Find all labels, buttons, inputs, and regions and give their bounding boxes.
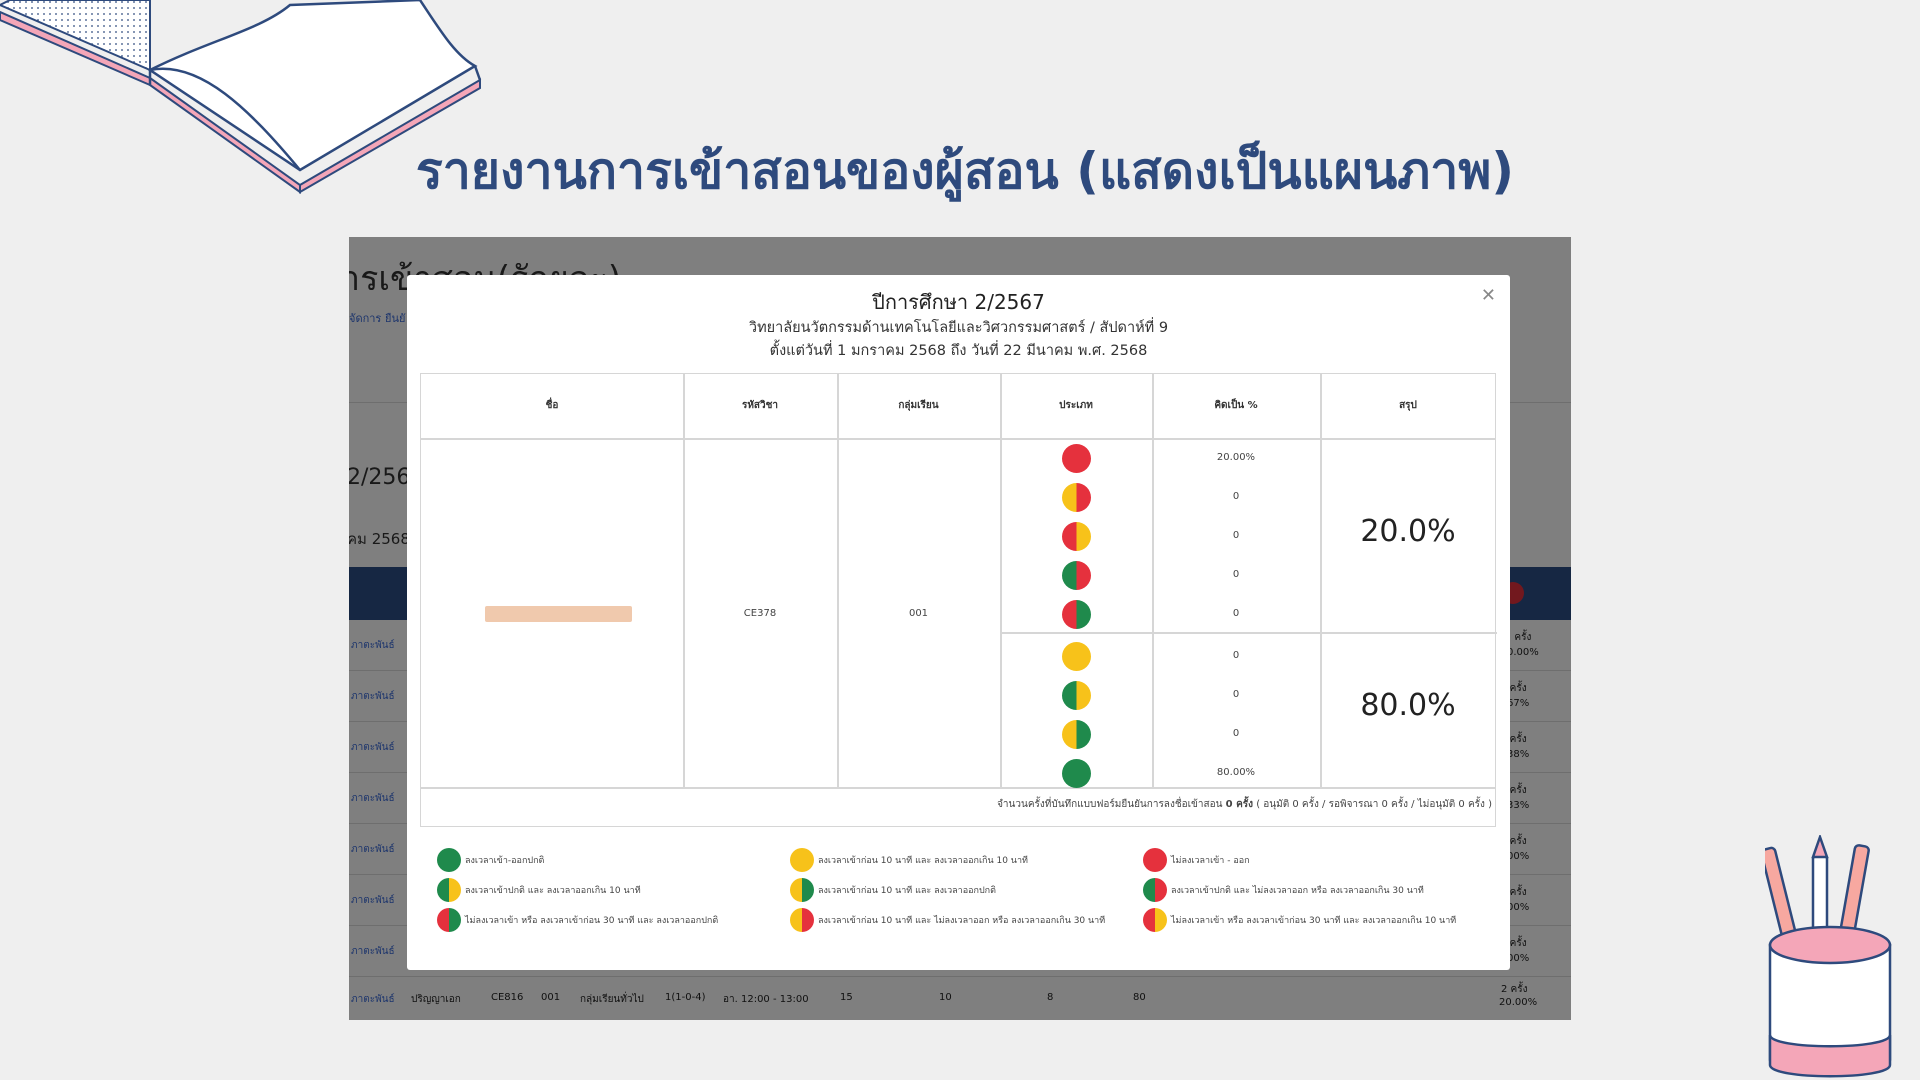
group-cell: 001 <box>908 608 929 619</box>
legend-green-green-icon <box>437 848 461 872</box>
divider <box>1152 374 1154 787</box>
legend-item: ลงเวลาเข้าก่อน 10 นาที และ ลงเวลาออกปกติ <box>790 877 996 903</box>
legend-label: ลงเวลาเข้าปกติ และ ไม่ลงเวลาออก หรือ ลงเ… <box>1171 886 1424 896</box>
attendance-chart-modal: ✕ ปีการศึกษา 2/2567 วิทยาลัยนวัตกรรมด้าน… <box>407 275 1510 970</box>
note-count: 0 ครั้ง <box>1225 799 1254 810</box>
legend-item: ลงเวลาเข้าปกติ และ ลงเวลาออกเกิน 10 นาที <box>437 877 641 903</box>
legend-label: ลงเวลาเข้าปกติ และ ลงเวลาออกเกิน 10 นาที <box>465 886 641 896</box>
attendance-type-red-green-icon <box>1062 600 1091 629</box>
legend-label: ไม่ลงเวลาเข้า หรือ ลงเวลาเข้าก่อน 30 นาท… <box>1171 916 1457 926</box>
attendance-type-yellow-red-icon <box>1062 483 1091 512</box>
divider <box>1000 374 1002 787</box>
legend-item: ลงเวลาเข้าก่อน 10 นาที และ ไม่ลงเวลาออก … <box>790 907 1105 933</box>
legend-yellow-red-icon <box>790 908 814 932</box>
divider <box>1320 374 1322 787</box>
legend-red-red-icon <box>1143 848 1167 872</box>
column-header-course-code: รหัสวิชา <box>741 400 779 411</box>
note-prefix: จำนวนครั้งที่บันทึกแบบฟอร์มยืนยันการลงชื… <box>997 799 1223 810</box>
type-percent: 0 <box>1232 650 1240 661</box>
divider <box>1000 632 1497 634</box>
summary-top-value: 20.0% <box>1360 514 1456 549</box>
type-percent: 80.00% <box>1216 767 1256 778</box>
type-percent: 0 <box>1232 728 1240 739</box>
type-percent: 20.00% <box>1216 452 1256 463</box>
column-header-summary: สรุป <box>1399 400 1417 411</box>
attendance-type-red-red-icon <box>1062 444 1091 473</box>
legend-label: ลงเวลาเข้าก่อน 10 นาที และ ไม่ลงเวลาออก … <box>818 916 1106 926</box>
attendance-type-red-yellow-icon <box>1062 522 1091 551</box>
column-header-group: กลุ่มเรียน <box>898 400 939 411</box>
type-percent: 0 <box>1232 689 1240 700</box>
attendance-type-yellow-green-icon <box>1062 720 1091 749</box>
type-percent: 0 <box>1232 491 1240 502</box>
column-header-type: ประเภท <box>1059 400 1093 411</box>
attendance-type-green-red-icon <box>1062 561 1091 590</box>
attendance-type-green-green-icon <box>1062 759 1091 788</box>
confirmation-form-note: จำนวนครั้งที่บันทึกแบบฟอร์มยืนยันการลงชื… <box>997 797 1492 812</box>
divider <box>421 787 1495 789</box>
legend-red-green-icon <box>437 908 461 932</box>
divider <box>421 438 1495 440</box>
pencil-cup-illustration <box>1765 835 1892 1078</box>
type-percent: 0 <box>1232 530 1240 541</box>
attendance-table: ชื่อ รหัสวิชา กลุ่มเรียน ประเภท คิดเป็น … <box>420 373 1497 827</box>
divider <box>683 374 685 787</box>
legend-label: ไม่ลงเวลาเข้า - ออก <box>1171 856 1250 866</box>
legend-yellow-yellow-icon <box>790 848 814 872</box>
legend-item: ไม่ลงเวลาเข้า หรือ ลงเวลาเข้าก่อน 30 นาท… <box>1143 907 1456 933</box>
legend-green-red-icon <box>1143 878 1167 902</box>
legend-yellow-green-icon <box>790 878 814 902</box>
slide-title: รายงานการเข้าสอนของผู้สอน (แสดงเป็นแผนภา… <box>415 142 1515 200</box>
legend-item: ลงเวลาเข้า-ออกปกติ <box>437 847 544 873</box>
legend-label: ลงเวลาเข้าก่อน 10 นาที และ ลงเวลาออกเกิน… <box>818 856 1028 866</box>
modal-title: ปีการศึกษา 2/2567 <box>872 290 1045 314</box>
column-header-name: ชื่อ <box>545 400 559 411</box>
legend-label: ไม่ลงเวลาเข้า หรือ ลงเวลาเข้าก่อน 30 นาท… <box>465 916 719 926</box>
modal-subtitle: วิทยาลัยนวัตกรรมด้านเทคโนโลยีและวิศวกรรม… <box>748 320 1169 336</box>
redacted-name-image <box>485 606 632 622</box>
legend-item: ลงเวลาเข้าก่อน 10 นาที และ ลงเวลาออกเกิน… <box>790 847 1028 873</box>
note-suffix: ( อนุมัติ 0 ครั้ง / รอพิจารณา 0 ครั้ง / … <box>1256 799 1492 810</box>
attendance-type-green-yellow-icon <box>1062 681 1091 710</box>
course-code-cell: CE378 <box>743 608 777 619</box>
legend-green-yellow-icon <box>437 878 461 902</box>
type-percent: 0 <box>1232 569 1240 580</box>
legend-item: ไม่ลงเวลาเข้า หรือ ลงเวลาเข้าก่อน 30 นาท… <box>437 907 718 933</box>
legend-label: ลงเวลาเข้า-ออกปกติ <box>465 856 545 866</box>
attendance-type-yellow-yellow-icon <box>1062 642 1091 671</box>
type-percent: 0 <box>1232 608 1240 619</box>
book-illustration <box>0 0 482 194</box>
close-icon[interactable]: ✕ <box>1480 285 1496 306</box>
legend-label: ลงเวลาเข้าก่อน 10 นาที และ ลงเวลาออกปกติ <box>818 886 996 896</box>
modal-date-range: ตั้งแต่วันที่ 1 มกราคม 2568 ถึง วันที่ 2… <box>769 343 1148 359</box>
summary-bottom-value: 80.0% <box>1360 688 1456 723</box>
legend-red-yellow-icon <box>1143 908 1167 932</box>
divider <box>837 374 839 787</box>
column-header-percent: คิดเป็น % <box>1214 400 1258 411</box>
legend-item: ไม่ลงเวลาเข้า - ออก <box>1143 847 1250 873</box>
legend-item: ลงเวลาเข้าปกติ และ ไม่ลงเวลาออก หรือ ลงเ… <box>1143 877 1424 903</box>
